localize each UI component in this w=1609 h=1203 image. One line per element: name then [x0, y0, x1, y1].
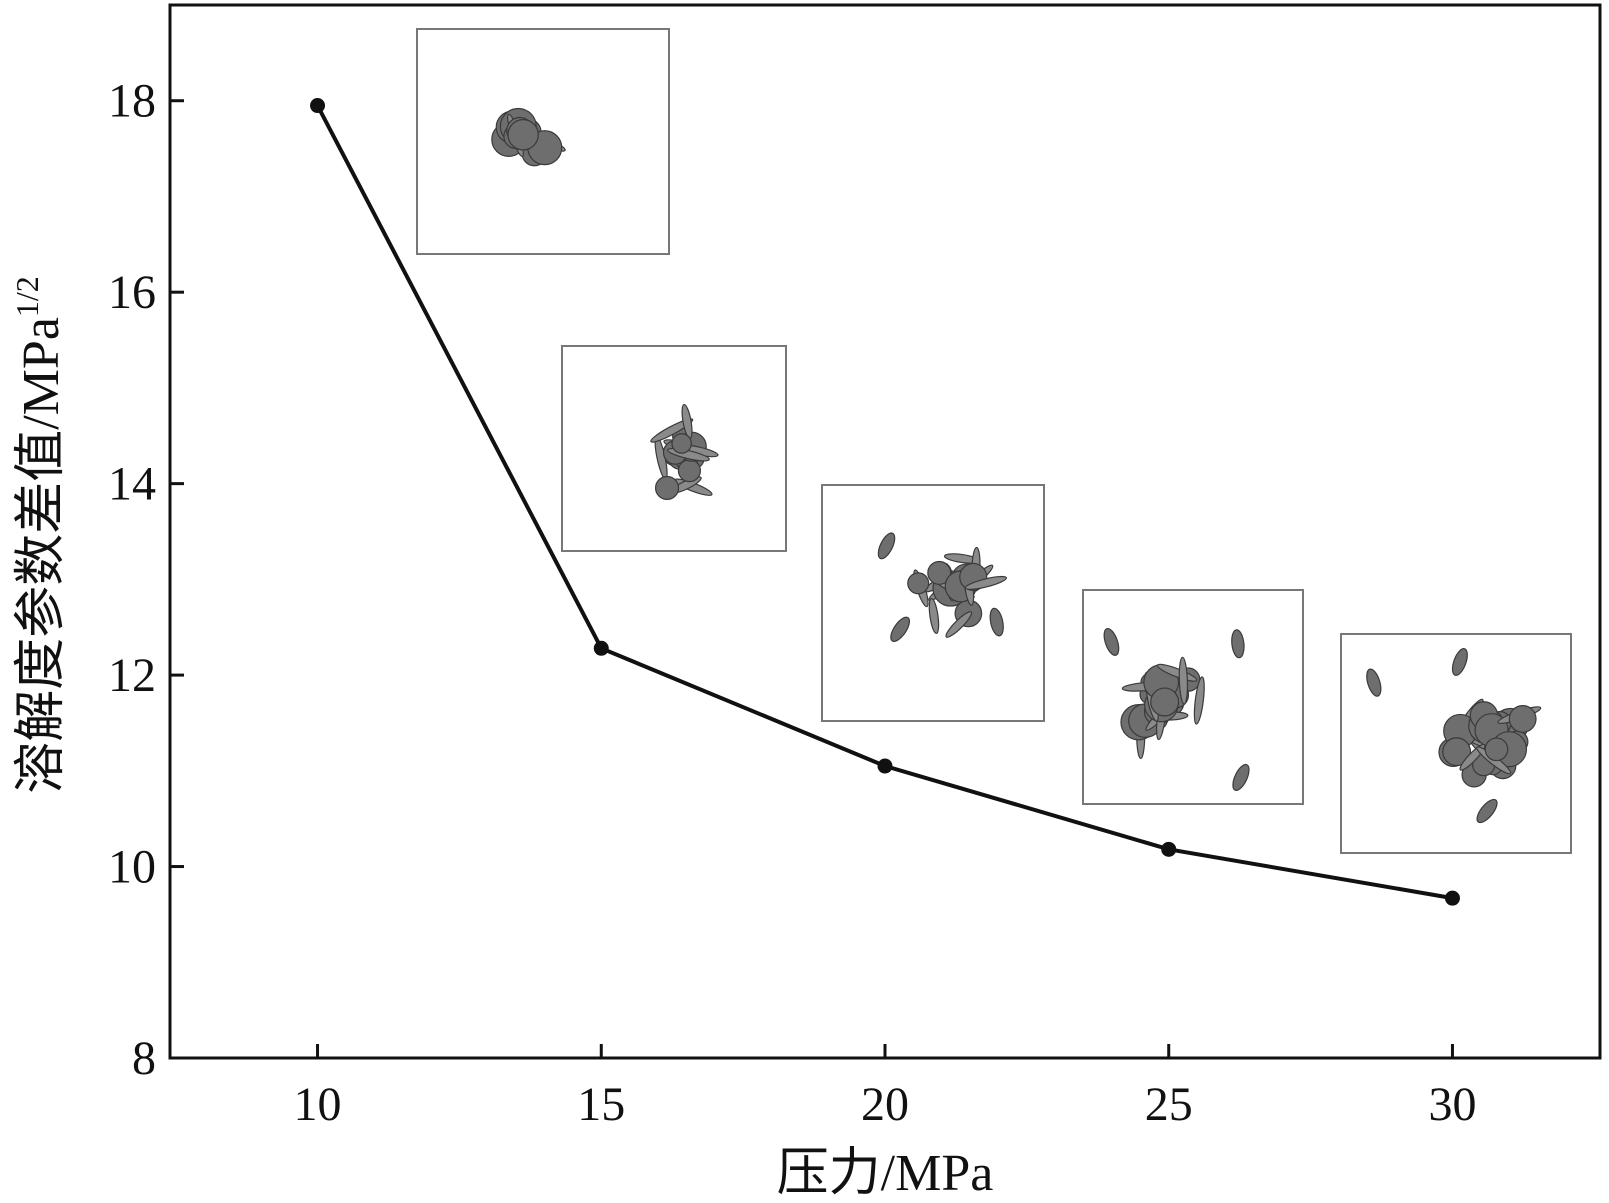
inset-snapshot-20 [821, 484, 1045, 722]
y-axis-label-superscript: 1/2 [9, 276, 45, 317]
x-tick-label-30: 30 [1428, 1078, 1476, 1131]
molecule-rod [928, 597, 940, 634]
y-ticks: 8 10 12 14 16 18 [108, 75, 184, 1085]
data-point-25 [1161, 841, 1177, 857]
data-point-20 [877, 758, 893, 774]
molecule-cluster [1508, 704, 1537, 733]
molecule-rod [650, 418, 694, 443]
stray-molecule [877, 532, 896, 560]
molecule-cluster [1150, 687, 1180, 717]
inset-frame [416, 28, 670, 255]
molecule-cluster [927, 560, 952, 585]
molecule-cluster [1484, 737, 1509, 762]
x-tick-label-25: 25 [1145, 1078, 1193, 1131]
series [310, 98, 1460, 906]
y-tick-label-8: 8 [132, 1032, 156, 1085]
x-ticks: 10 15 20 25 30 [294, 1044, 1476, 1131]
stray-molecule [890, 616, 911, 642]
molecule-cluster [671, 433, 692, 454]
x-tick-label-10: 10 [294, 1078, 342, 1131]
stray-molecule [1451, 648, 1468, 676]
data-point-15 [593, 640, 609, 656]
molecule-rod [1178, 656, 1189, 705]
stray-molecule [1232, 763, 1250, 791]
y-axis-label-main: 溶解度参数差值/MPa [13, 317, 70, 794]
x-tick-label-20: 20 [861, 1078, 909, 1131]
inset-snapshot-15 [561, 345, 787, 552]
molecule-cluster [677, 459, 701, 483]
x-axis-label: 压力/MPa [777, 1145, 994, 1202]
molecule-cluster [907, 572, 930, 595]
stray-molecule [1231, 629, 1245, 659]
inset-snapshot-25 [1082, 589, 1304, 805]
x-tick-label-15: 15 [577, 1078, 625, 1131]
molecule-cluster [1442, 737, 1472, 767]
inset-frame [1082, 589, 1304, 805]
stray-molecule [1366, 668, 1382, 697]
y-tick-label-10: 10 [108, 841, 156, 894]
stray-molecule [1476, 798, 1498, 824]
inset-snapshot-30 [1340, 633, 1572, 854]
y-tick-label-16: 16 [108, 266, 156, 319]
molecule-rod [945, 611, 973, 638]
y-tick-label-12: 12 [108, 649, 156, 702]
data-point-30 [1444, 890, 1460, 906]
stray-molecule [1103, 627, 1120, 656]
molecule-rod [964, 575, 1008, 590]
molecule-cluster [507, 119, 539, 151]
insets [416, 28, 1572, 854]
molecule-rod [1193, 676, 1205, 725]
molecule-cluster [654, 475, 680, 501]
inset-snapshot-10 [416, 28, 670, 255]
stray-molecule [989, 607, 1004, 637]
y-tick-label-14: 14 [108, 458, 156, 511]
y-tick-label-18: 18 [108, 75, 156, 128]
y-axis-label: 溶解度参数差值/MPa1/2 [9, 276, 70, 794]
data-point-10 [310, 98, 326, 114]
